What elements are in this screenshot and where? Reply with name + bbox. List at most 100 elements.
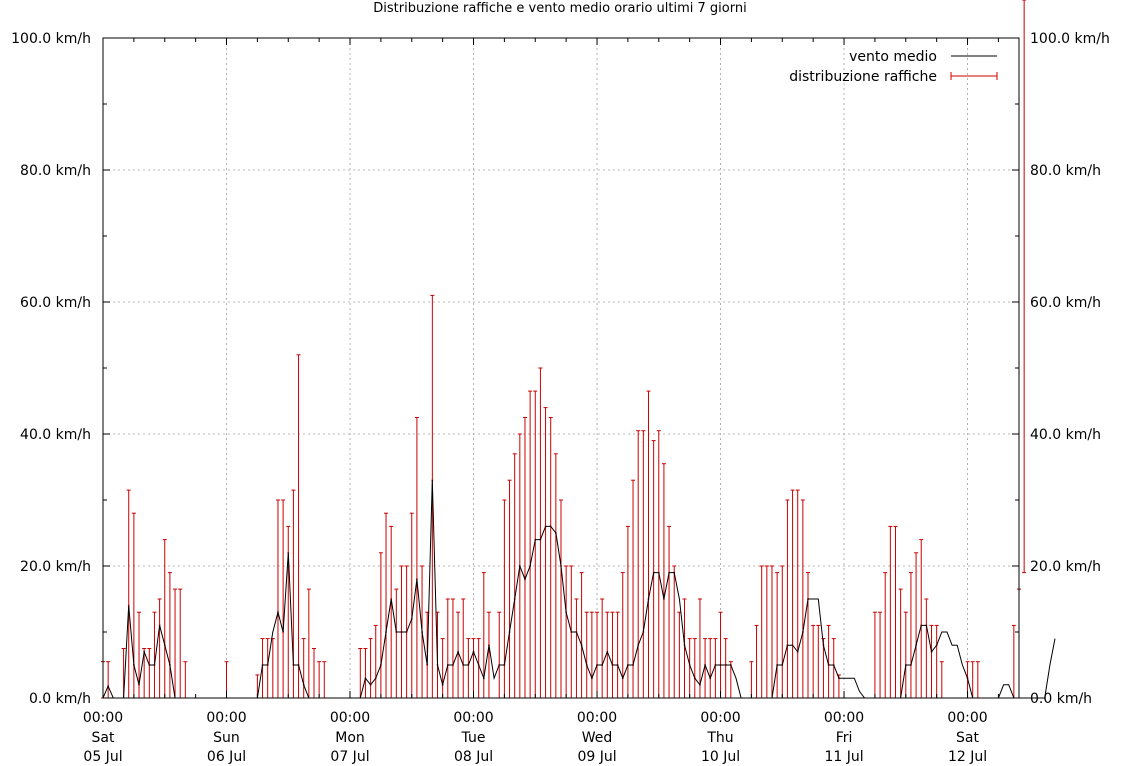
gust-bar — [178, 588, 183, 699]
gust-bar — [589, 611, 594, 699]
y-tick-label-left: 60.0 km/h — [20, 295, 91, 311]
gust-bar — [548, 417, 553, 699]
gust-bar — [579, 572, 584, 699]
gust-bar — [466, 638, 471, 699]
x-tick-day: Sat — [92, 730, 115, 746]
gust-bar — [826, 624, 831, 699]
y-tick-label-right: 40.0 km/h — [1030, 427, 1101, 443]
gust-bar — [646, 390, 651, 699]
gust-bar — [322, 661, 327, 699]
gust-bar — [574, 598, 579, 699]
gust-bar — [147, 648, 152, 699]
gust-bar — [502, 499, 507, 699]
gust-bar — [389, 525, 394, 699]
x-tick-time: 00:00 — [824, 710, 864, 726]
gust-bar — [167, 572, 172, 699]
gust-bar — [785, 499, 790, 699]
x-tick-date: 06 Jul — [207, 749, 246, 765]
x-tick-day: Tue — [461, 730, 486, 746]
gust-bar — [512, 453, 517, 699]
gust-bar — [507, 479, 512, 699]
y-tick-label-right: 60.0 km/h — [1030, 295, 1101, 311]
gust-bar — [296, 354, 301, 699]
gust-bar — [934, 624, 939, 699]
mean-wind-line — [102, 480, 1056, 699]
x-tick-day: Wed — [582, 730, 613, 746]
x-tick-time: 00:00 — [453, 710, 493, 726]
gust-bar — [173, 588, 178, 699]
gust-bar — [914, 552, 919, 699]
gust-bar — [311, 648, 316, 699]
gust-bar — [450, 598, 455, 699]
gust-bar — [538, 367, 543, 699]
y-tick-label-left: 40.0 km/h — [20, 427, 91, 443]
legend-label-mean: vento medio — [849, 49, 937, 65]
x-tick-time: 00:00 — [330, 710, 370, 726]
gust-bar — [363, 648, 368, 699]
gust-bar — [883, 572, 888, 699]
gust-bar — [919, 539, 924, 699]
legend-label-gust: distribuzione raffiche — [789, 69, 937, 85]
gust-bar — [893, 525, 898, 699]
grid-lines — [103, 38, 1019, 698]
gust-bar — [286, 525, 291, 699]
gust-bar — [306, 588, 311, 699]
gust-bar — [445, 598, 450, 699]
gust-bar — [317, 661, 322, 699]
gust-bar — [908, 572, 913, 699]
x-tick-date: 08 Jul — [454, 749, 493, 765]
gust-bar — [600, 598, 605, 699]
gust-bar — [929, 624, 934, 699]
x-tick-day: Sun — [213, 730, 240, 746]
x-tick-time: 00:00 — [83, 710, 123, 726]
gust-bar — [898, 588, 903, 699]
gust-bar — [260, 638, 265, 699]
gust-bar — [672, 565, 677, 699]
gust-bar — [528, 390, 533, 699]
gust-bar — [821, 638, 826, 699]
gust-bar — [291, 489, 296, 699]
gust-bar — [461, 598, 466, 699]
y-tick-label-left: 100.0 km/h — [11, 31, 91, 47]
gust-bar — [872, 611, 877, 699]
gust-bar — [677, 611, 682, 699]
y-tick-label-right: 80.0 km/h — [1030, 163, 1101, 179]
gust-bar — [754, 624, 759, 699]
x-tick-day: Thu — [706, 730, 733, 746]
x-tick-time: 00:00 — [947, 710, 987, 726]
x-tick-date: 11 Jul — [824, 749, 863, 765]
gust-bar — [625, 525, 630, 699]
gust-bar — [440, 638, 445, 699]
x-tick-date: 05 Jul — [83, 749, 122, 765]
gust-bar — [816, 624, 821, 699]
gust-bar — [924, 598, 929, 699]
gust-bar — [543, 407, 548, 699]
gust-bar — [275, 499, 280, 699]
gust-bar — [661, 463, 666, 699]
gust-bar — [939, 661, 944, 699]
gust-bar — [497, 611, 502, 699]
gust-bar — [471, 638, 476, 699]
x-tick-date: 10 Jul — [701, 749, 740, 765]
x-tick-time: 00:00 — [700, 710, 740, 726]
gust-bar — [656, 430, 661, 699]
gust-bar — [878, 611, 883, 699]
gust-bar — [769, 565, 774, 699]
gust-bar — [651, 440, 656, 699]
gust-bar — [975, 661, 980, 699]
y-tick-label-left: 0.0 km/h — [29, 691, 91, 707]
gust-bar — [281, 499, 286, 699]
gust-bar — [183, 661, 188, 699]
gust-bar — [553, 453, 558, 699]
gust-bar — [749, 661, 754, 699]
gust-bar — [162, 539, 167, 699]
x-tick-time: 00:00 — [206, 710, 246, 726]
y-tick-label-left: 80.0 km/h — [20, 163, 91, 179]
gust-bar — [806, 572, 811, 699]
gust-bar — [764, 565, 769, 699]
gust-bar — [610, 611, 615, 699]
x-tick-date: 07 Jul — [330, 749, 369, 765]
gust-bar — [800, 499, 805, 699]
gust-bar — [373, 624, 378, 699]
